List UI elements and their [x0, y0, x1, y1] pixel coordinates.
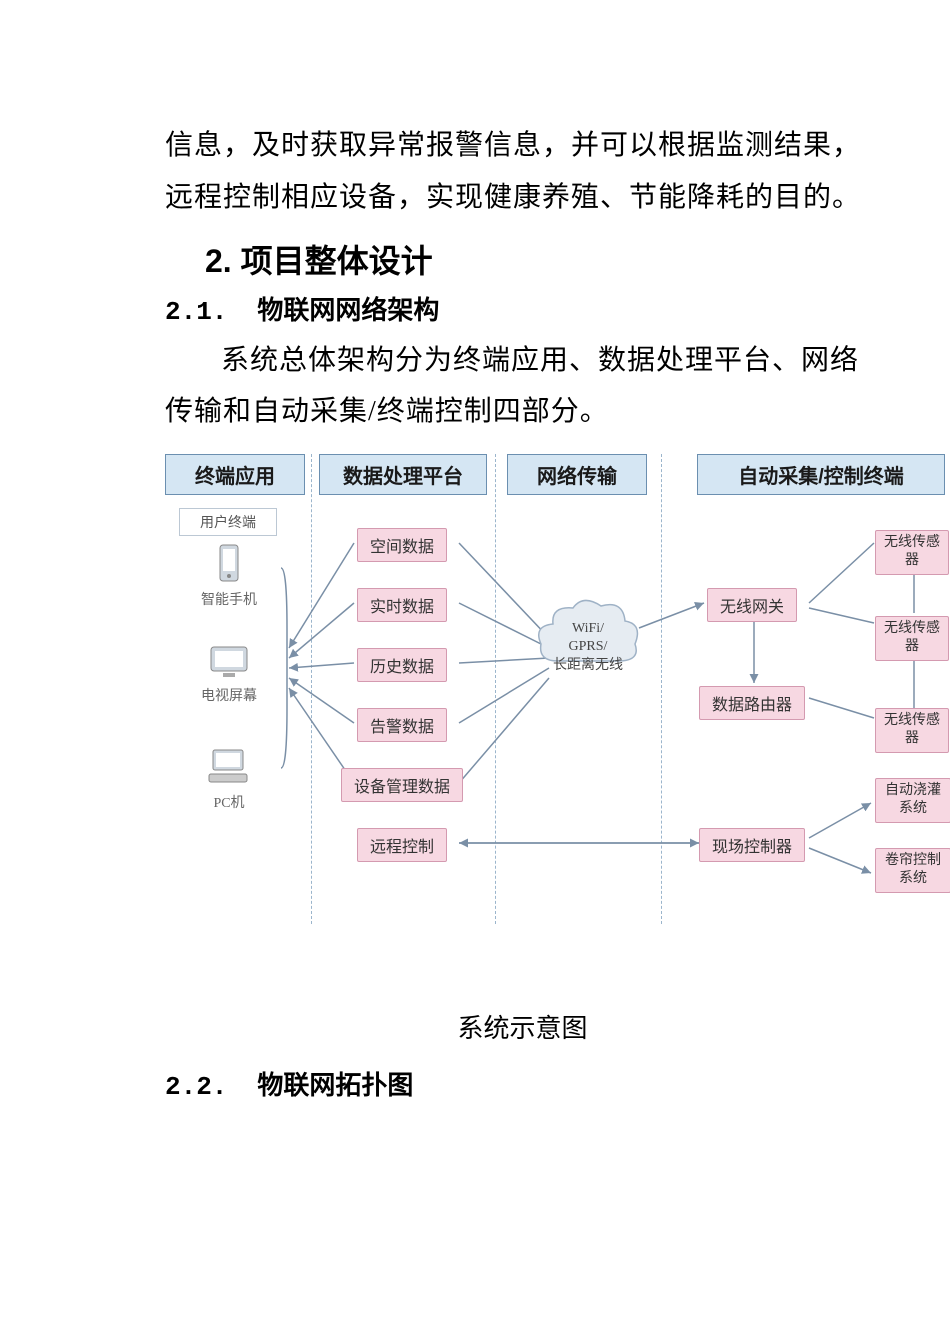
diagram-box-sensor-1: 无线传感器: [875, 530, 949, 574]
pc-label: PC机: [213, 796, 244, 811]
diagram-box-device: 设备管理数据: [341, 768, 463, 802]
diagram-header-platform: 数据处理平台: [319, 454, 487, 495]
subsection-2-1-paragraph: 系统总体架构分为终端应用、数据处理平台、网络传输和自动采集/终端控制四部分。: [165, 335, 880, 439]
diagram-box-curtain: 卷帘控制 系统: [875, 848, 950, 892]
phone-label: 智能手机: [201, 593, 257, 608]
diagram-header-network: 网络传输: [507, 454, 647, 495]
cloud-line-1: WiFi/: [533, 620, 643, 638]
diagram-irrigation-l1: 自动浇灌: [885, 783, 941, 798]
section-2-heading: 2. 项目整体设计: [205, 236, 880, 282]
diagram-user-terminal-box: 用户终端: [179, 508, 277, 536]
diagram-irrigation-l2: 系统: [899, 801, 927, 816]
diagram-sep-3: [661, 454, 662, 924]
diagram-arrows: [159, 448, 949, 938]
subsection-2-1-num: 2.1.: [165, 297, 227, 327]
diagram-box-alarm: 告警数据: [357, 708, 447, 742]
subsection-2-2-num: 2.2.: [165, 1072, 227, 1102]
diagram-sep-1: [311, 454, 312, 924]
pc-icon: PC机: [189, 748, 269, 812]
diagram-sep-2: [495, 454, 496, 924]
diagram-box-realtime: 实时数据: [357, 588, 447, 622]
diagram-box-history: 历史数据: [357, 648, 447, 682]
intro-paragraph: 信息，及时获取异常报警信息，并可以根据监测结果，远程控制相应设备，实现健康养殖、…: [165, 120, 880, 224]
diagram-box-remote: 远程控制: [357, 828, 447, 862]
subsection-2-2-title: 物联网拓扑图: [257, 1070, 413, 1100]
diagram-curtain-l2: 系统: [899, 871, 927, 886]
diagram-box-gateway: 无线网关: [707, 588, 797, 622]
diagram-box-sensor-2: 无线传感器: [875, 616, 949, 660]
cloud-line-3: 长距离无线: [533, 657, 643, 675]
tv-label: 电视屏幕: [201, 689, 257, 704]
tv-icon: 电视屏幕: [189, 643, 269, 705]
diagram-box-sensor-3: 无线传感器: [875, 708, 949, 752]
diagram-caption: 系统示意图: [165, 1008, 880, 1045]
diagram-box-router: 数据路由器: [699, 686, 805, 720]
subsection-2-1-heading: 2.1. 物联网网络架构: [165, 290, 880, 327]
subsection-2-1-title: 物联网网络架构: [257, 295, 439, 325]
diagram-box-spatial: 空间数据: [357, 528, 447, 562]
cloud-icon: WiFi/ GPRS/ 长距离无线: [533, 608, 643, 663]
architecture-diagram: 终端应用 数据处理平台 网络传输 自动采集/控制终端: [159, 448, 949, 938]
cloud-line-2: GPRS/: [533, 638, 643, 656]
diagram-header-collect: 自动采集/控制终端: [697, 454, 945, 495]
diagram-curtain-l1: 卷帘控制: [885, 853, 941, 868]
diagram-header-terminal: 终端应用: [165, 454, 305, 495]
diagram-box-controller: 现场控制器: [699, 828, 805, 862]
phone-icon: 智能手机: [189, 543, 269, 609]
subsection-2-2-heading: 2.2. 物联网拓扑图: [165, 1065, 880, 1102]
diagram-box-irrigation: 自动浇灌 系统: [875, 778, 950, 822]
